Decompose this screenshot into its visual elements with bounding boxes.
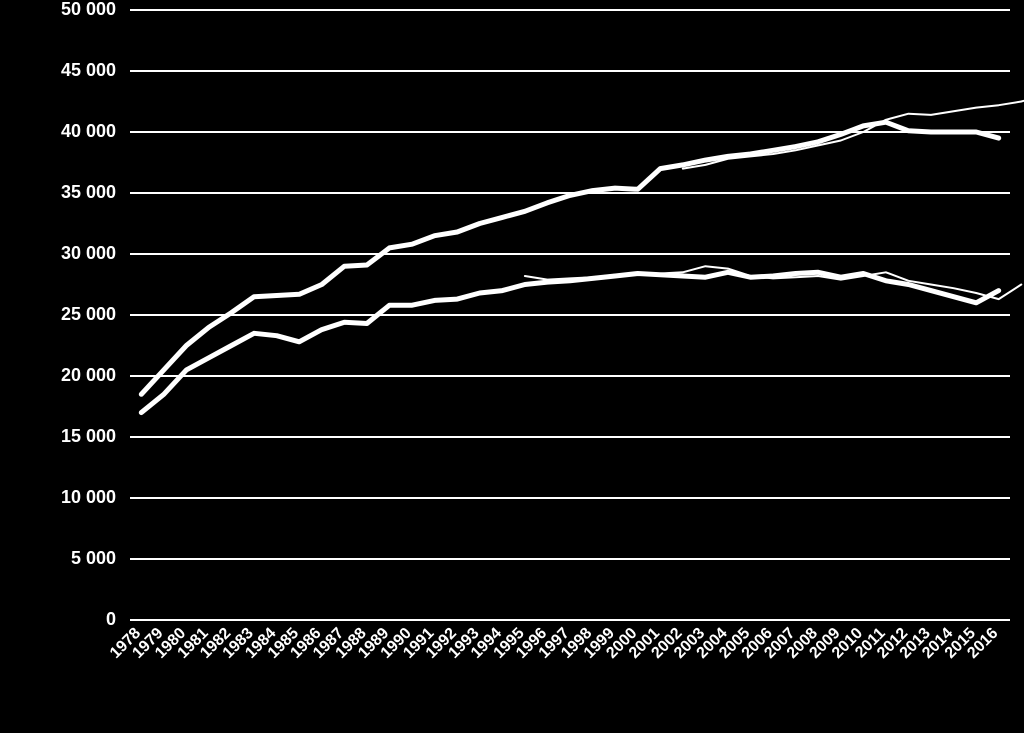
line-chart: 0 5 000 10 000 15 000 20 000 25 000 30 000 35 0… (0, 0, 1024, 733)
y-tick-label: 20 000 (61, 365, 116, 385)
y-tick-label: 10 000 (61, 487, 116, 507)
y-tick-label: 15 000 (61, 426, 116, 446)
y-tick-label: 45 000 (61, 60, 116, 80)
y-tick-label: 40 000 (61, 121, 116, 141)
y-tick-label: 50 000 (61, 0, 116, 19)
y-tick-label: 30 000 (61, 243, 116, 263)
y-tick-label: 35 000 (61, 182, 116, 202)
chart-svg: 0 5 000 10 000 15 000 20 000 25 000 30 000 35 0… (0, 0, 1024, 733)
y-tick-label: 0 (106, 609, 116, 629)
y-tick-label: 25 000 (61, 304, 116, 324)
y-tick-label: 5 000 (71, 548, 116, 568)
